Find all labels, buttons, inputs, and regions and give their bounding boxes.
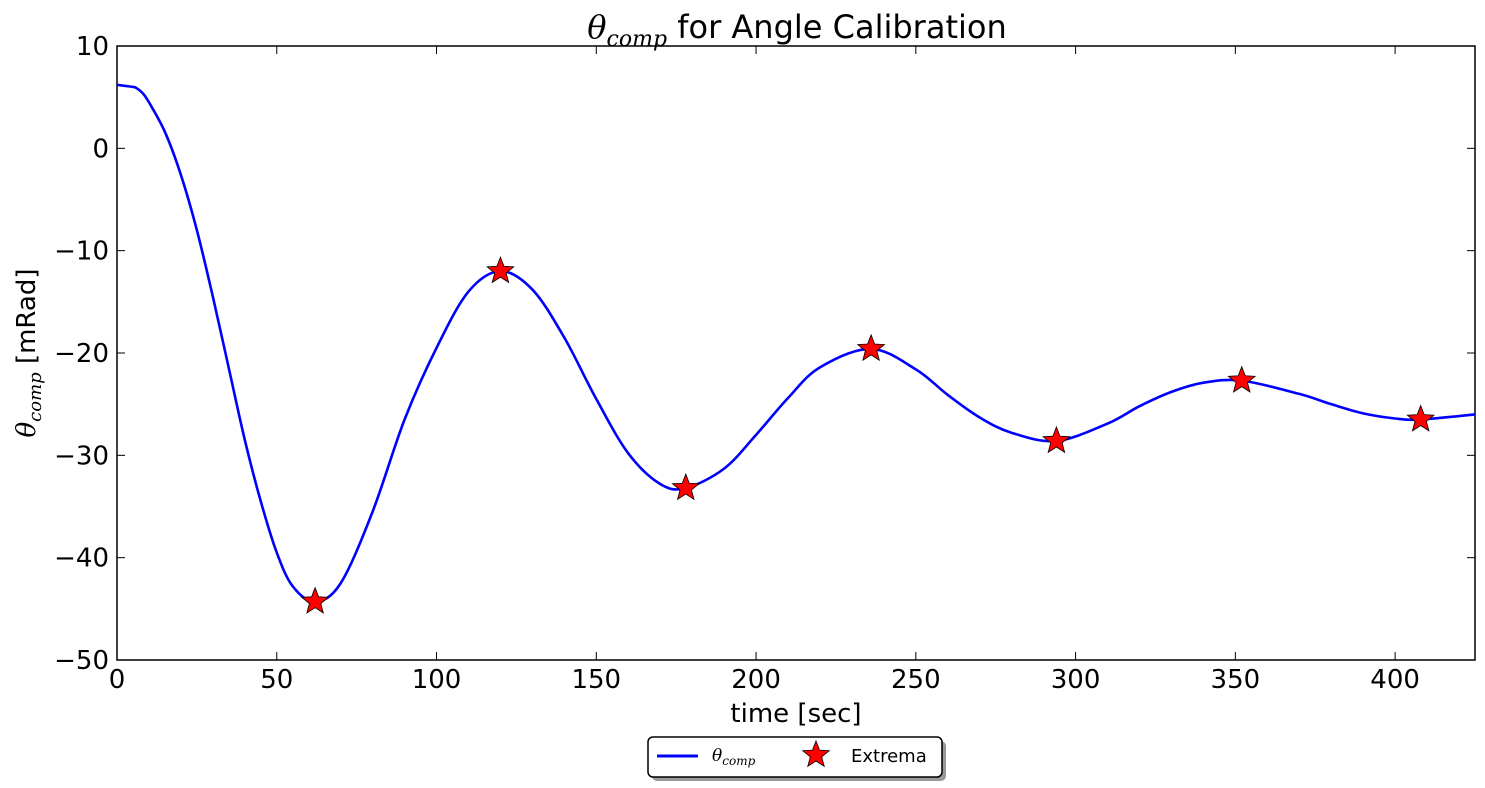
y-tick-label: −10 xyxy=(54,237,109,267)
legend-entry-extrema: Extrema xyxy=(851,746,927,767)
legend-star-marker xyxy=(801,739,831,768)
y-axis-label: θcomp [mRad] xyxy=(12,269,46,438)
ylabel-text: [mRad] xyxy=(12,269,42,373)
legend-box xyxy=(647,736,943,778)
legend-theta-subscript: comp xyxy=(722,754,755,768)
x-tick-label: 300 xyxy=(1051,665,1101,695)
y-axis-ticks: 10 0 −10 −20 −30 −40 −50 xyxy=(54,32,1475,676)
plot-area xyxy=(116,45,1476,661)
extrema-point xyxy=(856,333,886,362)
extrema-point xyxy=(1406,404,1436,432)
x-tick-label: 0 xyxy=(109,665,126,695)
y-tick-label: 10 xyxy=(76,32,109,62)
y-tick-label: 0 xyxy=(92,134,109,164)
legend-entry-theta: θcomp xyxy=(712,746,756,768)
legend-theta-symbol: θ xyxy=(712,746,722,766)
title-subscript: comp xyxy=(607,27,668,52)
y-tick-label: −20 xyxy=(54,339,109,369)
extrema-point xyxy=(1042,425,1071,454)
extrema-point xyxy=(486,256,515,284)
legend: θcomp Extrema xyxy=(647,736,946,781)
x-tick-label: 100 xyxy=(412,665,462,695)
x-tick-label: 400 xyxy=(1370,665,1420,695)
y-tick-label: −40 xyxy=(54,544,109,574)
extrema-point xyxy=(1227,365,1257,393)
x-tick-label: 250 xyxy=(891,665,941,695)
series-line-theta-comp xyxy=(116,83,1476,603)
plot-frame xyxy=(116,45,1476,661)
y-tick-label: −30 xyxy=(54,441,109,471)
y-tick-label: −50 xyxy=(54,646,109,676)
ylabel-subscript: comp xyxy=(25,372,46,422)
extrema-point xyxy=(300,586,330,614)
x-tick-label: 200 xyxy=(731,665,781,695)
chart-title: θcomp for Angle Calibration xyxy=(587,8,1006,52)
title-symbol: θ xyxy=(587,8,606,46)
x-axis-label: time [sec] xyxy=(730,699,861,729)
x-axis-ticks: 0 50 100 150 200 250 300 350 400 xyxy=(109,46,1420,695)
ylabel-symbol: θ xyxy=(12,421,42,437)
x-tick-label: 50 xyxy=(260,665,293,695)
legend-star-swatch xyxy=(801,739,831,768)
x-tick-label: 150 xyxy=(571,665,621,695)
x-tick-label: 350 xyxy=(1211,665,1261,695)
extrema-point xyxy=(671,472,701,501)
title-text: for Angle Calibration xyxy=(667,8,1007,46)
